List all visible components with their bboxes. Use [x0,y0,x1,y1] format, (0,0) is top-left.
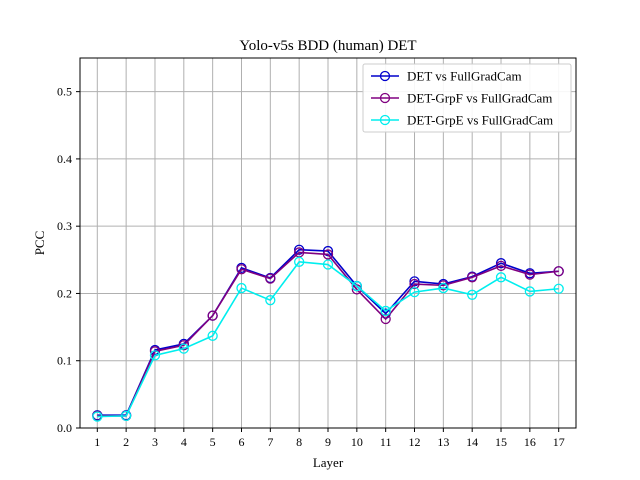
data-point [524,269,536,280]
series-line [97,260,559,418]
data-point [207,310,218,321]
data-point [178,340,189,351]
x-tick-label: 13 [437,435,449,449]
x-tick-label: 6 [238,435,244,449]
legend-marker [379,70,391,82]
data-point [294,256,305,267]
legend-label: DET-GrpE vs FullGradCam [407,113,553,128]
data-point [409,278,420,290]
x-axis-label: Layer [313,455,344,470]
x-tick-label: 4 [181,435,187,449]
legend-item: DET-GrpE vs FullGradCam [371,113,553,128]
y-axis-ticks: 0.0 0.1 0.2 0.3 0.4 0.5 [57,85,80,435]
data-point [149,350,161,361]
x-axis-ticks: 1 2 3 4 5 6 7 8 9 10 11 12 13 14 15 16 17 [94,428,565,449]
y-tick-label: 0.5 [57,85,72,99]
legend-label: DET vs FullGradCam [407,69,522,84]
data-point [380,313,391,325]
data-point [553,283,564,294]
legend: DET vs FullGradCam DET-GrpF vs FullGradCa… [362,63,572,133]
data-point [438,280,449,291]
data-point [265,273,276,284]
x-tick-label: 8 [296,435,302,449]
data-point [467,289,478,300]
data-point [495,272,507,283]
data-point [178,343,189,354]
series-line [97,251,559,417]
data-point [92,411,103,422]
data-point [409,286,420,298]
y-tick-label: 0.3 [57,219,72,233]
legend-marker [379,92,391,104]
x-tick-label: 2 [123,435,129,449]
y-tick-label: 0.1 [57,354,72,368]
data-point [120,410,132,422]
data-point [351,280,362,292]
x-tick-label: 16 [524,435,536,449]
x-tick-label: 1 [94,435,100,449]
data-point [380,305,391,317]
data-point [207,330,218,341]
data-point [322,249,334,260]
data-point [236,264,247,275]
y-tick-label: 0.0 [57,421,72,435]
y-tick-label: 0.2 [57,286,72,300]
series-3 [92,256,564,422]
data-point [467,272,478,283]
series-line [97,248,559,417]
x-tick-label: 9 [325,435,331,449]
y-axis-label: PCC [32,231,47,256]
x-tick-label: 14 [466,435,478,449]
data-point [265,295,276,306]
x-tick-label: 11 [380,435,392,449]
x-tick-label: 5 [210,435,216,449]
y-tick-label: 0.4 [57,152,72,166]
data-point [495,258,507,269]
chart-title: Yolo-v5s BDD (human) DET [239,38,416,54]
data-point [236,282,247,294]
x-tick-label: 7 [267,435,273,449]
data-point [524,286,536,297]
x-tick-label: 12 [409,435,421,449]
series-layer [92,244,564,422]
data-point [438,282,449,294]
x-tick-label: 17 [553,435,565,449]
legend-item: DET vs FullGradCam [371,69,522,84]
data-point [322,259,334,270]
legend-box [362,63,572,133]
data-point [294,244,305,255]
x-tick-label: 3 [152,435,158,449]
data-point [409,276,420,287]
data-point [553,266,564,277]
legend-marker [379,114,391,126]
x-tick-label: 15 [495,435,507,449]
legend-label: DET-GrpF vs FullGradCam [407,91,552,106]
data-point [495,260,507,272]
legend-item: DET-GrpF vs FullGradCam [371,91,552,106]
x-tick-label: 10 [351,435,363,449]
